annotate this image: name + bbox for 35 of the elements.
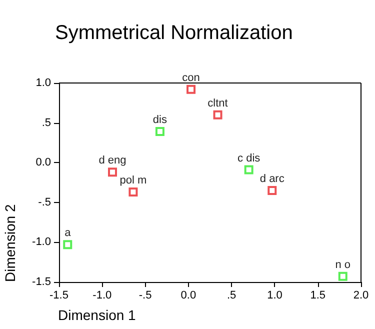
point xyxy=(186,84,196,94)
y-tick-label: 0.0 xyxy=(36,156,51,169)
point xyxy=(268,186,277,195)
point xyxy=(63,240,72,250)
annotation: a xyxy=(64,227,72,240)
y-tick-label: 1.0 xyxy=(36,77,51,89)
x-tick-label: -1.5 xyxy=(50,290,68,302)
x-tick-label: 1.5 xyxy=(310,290,326,302)
point xyxy=(213,110,222,120)
x-tick-label: .5 xyxy=(226,290,236,302)
point xyxy=(128,188,138,197)
x-tick-label: 0.0 xyxy=(180,290,196,302)
annotation: n o xyxy=(335,258,351,271)
annotation: d arc xyxy=(260,172,285,185)
point xyxy=(155,127,164,136)
annotation: d eng xyxy=(98,154,126,167)
annotation: con xyxy=(182,72,200,84)
y-axis-title: Dimension 2 xyxy=(2,204,18,282)
x-axis-title: Dimension 1 xyxy=(58,307,136,323)
x-tick-label: -1.0 xyxy=(92,290,112,302)
x-tick-label: 2.0 xyxy=(353,290,369,302)
annotation: c dis xyxy=(238,152,261,164)
y-tick-label: -1.5 xyxy=(32,276,51,288)
point xyxy=(244,165,254,174)
y-tick-label: -1.0 xyxy=(32,236,51,248)
x-tick-label: 1.0 xyxy=(267,290,282,302)
x-tick-label: -.5 xyxy=(138,290,152,302)
point xyxy=(108,168,117,177)
y-tick-label: -.5 xyxy=(38,196,51,208)
annotation: pol m xyxy=(120,174,147,187)
annotation: dis xyxy=(152,114,168,126)
y-tick-label: .5 xyxy=(42,116,51,129)
annotation: cltnt xyxy=(208,97,228,110)
point xyxy=(338,272,348,281)
chart-title: Symmetrical Normalization xyxy=(55,22,293,44)
